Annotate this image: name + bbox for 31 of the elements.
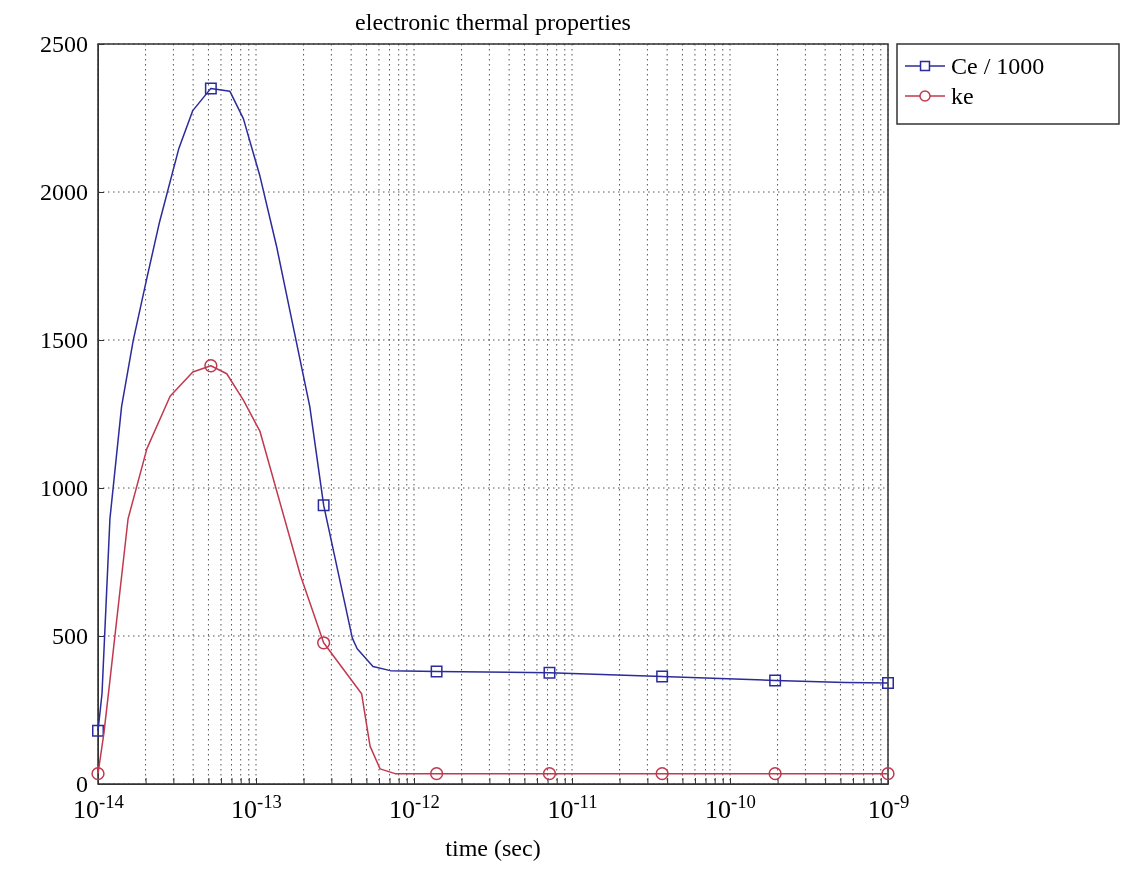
legend-label: Ce / 1000 [951,53,1045,79]
point [92,724,104,737]
point [316,636,331,650]
point [317,499,330,512]
point [768,766,782,781]
y-tick-label: 1000 [40,475,88,502]
x-tick-label: 10$^{-12}$ [389,790,440,824]
point [542,766,557,781]
point [204,82,217,95]
point [91,766,105,781]
chart-title: electronic thermal properties [355,9,631,35]
x-tick-label: 10$^{-11}$ [547,790,598,824]
point [881,766,895,781]
point [429,766,444,781]
x-tick-label: 10$^{-13}$ [231,790,282,824]
y-tick-label: 1500 [40,327,88,354]
point [656,670,669,683]
point [655,766,669,781]
point [430,665,443,678]
point [769,674,782,687]
point [204,359,218,373]
x-axis-title: time (sec) [445,835,541,861]
x-tick-label: 10$^{-10}$ [705,790,756,824]
y-tick-label: 2000 [40,179,88,206]
point [543,666,556,679]
legend-label: ke [951,83,974,109]
point [882,677,894,690]
y-tick-label: 0 [76,771,88,798]
y-tick-label: 500 [52,623,88,650]
y-tick-label: 2500 [40,31,88,58]
x-tick-label: 10$^{-9}$ [867,790,910,824]
